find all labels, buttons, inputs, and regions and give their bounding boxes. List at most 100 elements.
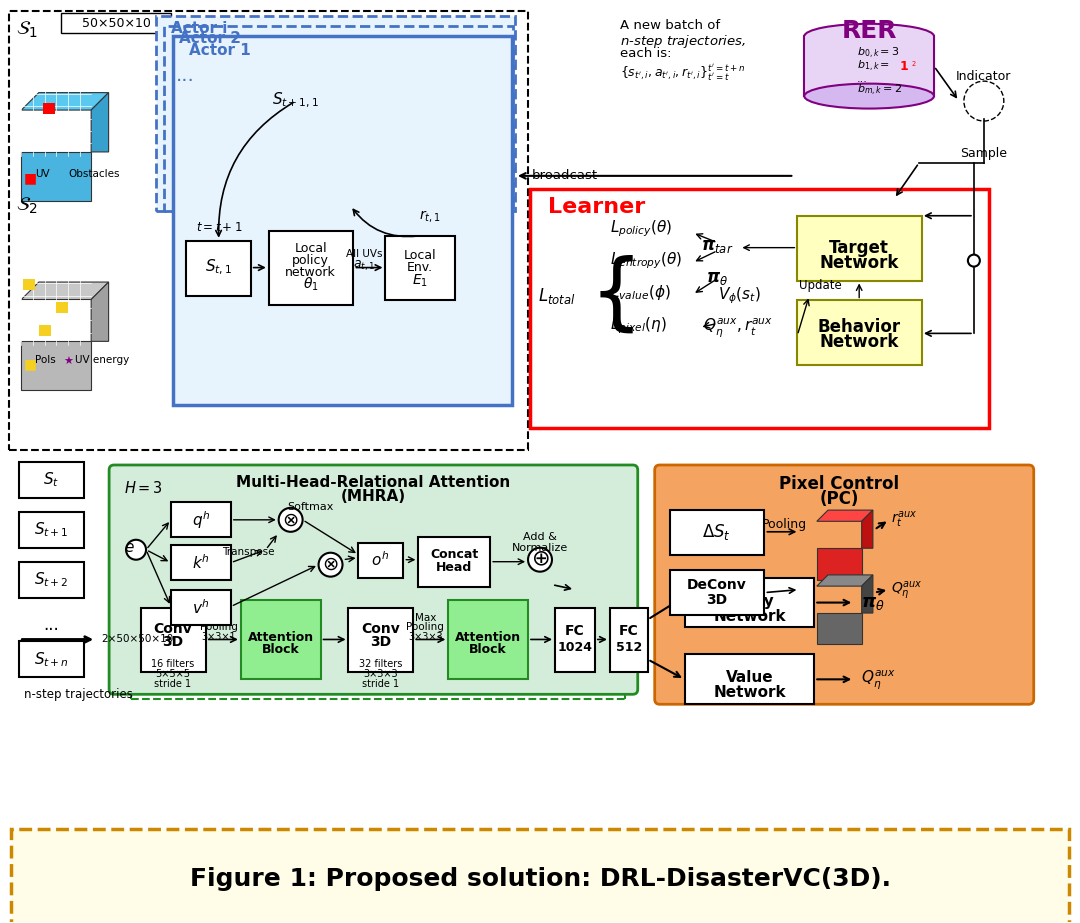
Ellipse shape <box>805 24 934 49</box>
Text: stride 1: stride 1 <box>154 679 191 689</box>
Text: 16 filters: 16 filters <box>151 659 194 669</box>
Text: $\otimes$: $\otimes$ <box>322 556 339 574</box>
FancyBboxPatch shape <box>797 216 922 281</box>
Text: Value: Value <box>726 670 773 685</box>
Text: $L_{entropy}(\theta)$: $L_{entropy}(\theta)$ <box>610 250 683 271</box>
Text: $t=t+1$: $t=t+1$ <box>195 221 242 234</box>
Text: 50×50×10: 50×50×10 <box>82 17 150 30</box>
Text: (PC): (PC) <box>820 490 859 508</box>
Bar <box>816 548 862 580</box>
Text: Softmax: Softmax <box>287 502 334 512</box>
Bar <box>12 829 1068 923</box>
Text: Head: Head <box>436 561 472 574</box>
FancyBboxPatch shape <box>685 578 814 628</box>
Text: $Q_\eta^{aux}$: $Q_\eta^{aux}$ <box>861 668 896 690</box>
Text: Pooling: Pooling <box>761 519 807 532</box>
Text: $q^h$: $q^h$ <box>191 509 211 531</box>
Text: network: network <box>285 266 336 279</box>
FancyBboxPatch shape <box>418 537 490 587</box>
Text: Behavior: Behavior <box>818 318 901 336</box>
Text: $S_{t+1,1}$: $S_{t+1,1}$ <box>272 91 319 111</box>
Text: ...: ... <box>43 616 59 633</box>
FancyBboxPatch shape <box>173 36 512 405</box>
Text: 32 filters: 32 filters <box>359 659 402 669</box>
Text: Conv: Conv <box>361 622 400 637</box>
Text: $\theta_1$: $\theta_1$ <box>302 276 319 294</box>
Polygon shape <box>862 510 873 548</box>
Bar <box>56 303 68 314</box>
Text: ■: ■ <box>24 171 37 185</box>
Text: Attention: Attention <box>455 631 522 644</box>
Text: $H=3$: $H=3$ <box>124 480 163 496</box>
Text: $\otimes$: $\otimes$ <box>282 510 299 529</box>
Text: $r_{t,1}$: $r_{t,1}$ <box>419 208 441 223</box>
Text: $E_1$: $E_1$ <box>413 272 429 289</box>
Text: Network: Network <box>820 254 899 271</box>
Text: Pixel Control: Pixel Control <box>779 475 900 493</box>
Text: $k^h$: $k^h$ <box>192 554 210 572</box>
FancyBboxPatch shape <box>141 607 206 672</box>
Ellipse shape <box>805 84 934 109</box>
Text: each is:: each is: <box>620 47 672 60</box>
Bar <box>22 342 91 390</box>
Text: Indicator: Indicator <box>956 69 1012 83</box>
FancyBboxPatch shape <box>171 590 231 625</box>
Text: (MHRA): (MHRA) <box>341 489 406 504</box>
Text: Attention: Attention <box>247 631 313 644</box>
Text: Target: Target <box>829 239 889 257</box>
Text: Transpose: Transpose <box>222 546 275 557</box>
FancyBboxPatch shape <box>62 13 171 33</box>
FancyBboxPatch shape <box>359 543 403 578</box>
Text: $S_{t+1}$: $S_{t+1}$ <box>33 521 69 539</box>
Text: Block: Block <box>469 643 507 656</box>
FancyBboxPatch shape <box>269 231 353 306</box>
Text: $\boldsymbol{\pi}_{tar}$: $\boldsymbol{\pi}_{tar}$ <box>701 236 733 255</box>
Text: stride 1: stride 1 <box>362 679 399 689</box>
Text: Actor 2: Actor 2 <box>179 31 241 46</box>
Text: Pols: Pols <box>36 355 56 366</box>
Polygon shape <box>91 92 109 152</box>
Text: 3D: 3D <box>706 593 727 606</box>
FancyBboxPatch shape <box>186 241 251 295</box>
Text: $^2$: $^2$ <box>912 61 917 71</box>
Text: $o^h$: $o^h$ <box>372 550 390 569</box>
Text: $L_{total}$: $L_{total}$ <box>538 285 576 306</box>
FancyBboxPatch shape <box>685 654 814 704</box>
Text: RER: RER <box>841 19 896 43</box>
Text: $\boldsymbol{\pi}_\theta$: $\boldsymbol{\pi}_\theta$ <box>861 593 886 612</box>
Text: $V_\phi(s_t)$: $V_\phi(s_t)$ <box>717 285 760 306</box>
Text: $\mathcal{S}_1$: $\mathcal{S}_1$ <box>16 19 38 40</box>
FancyBboxPatch shape <box>19 512 84 547</box>
FancyBboxPatch shape <box>164 27 513 210</box>
Text: $\mathbf{1}$: $\mathbf{1}$ <box>899 60 909 73</box>
Text: Max: Max <box>208 613 230 622</box>
Text: Conv: Conv <box>153 622 192 637</box>
Text: Local: Local <box>294 242 327 255</box>
Text: Add &: Add & <box>523 532 557 542</box>
Text: Sample: Sample <box>960 148 1008 161</box>
Text: $\boldsymbol{\pi}_\theta$: $\boldsymbol{\pi}_\theta$ <box>706 269 729 286</box>
Text: $S_{t,1}$: $S_{t,1}$ <box>205 258 232 277</box>
Polygon shape <box>816 575 873 586</box>
Text: $\oplus$: $\oplus$ <box>530 550 550 569</box>
FancyBboxPatch shape <box>241 600 321 679</box>
Text: $n$-step trajectories,: $n$-step trajectories, <box>620 33 746 50</box>
Text: $S_{t+2}$: $S_{t+2}$ <box>33 570 69 589</box>
Text: 512: 512 <box>616 641 642 653</box>
Text: 3D: 3D <box>162 635 184 650</box>
FancyBboxPatch shape <box>448 600 528 679</box>
FancyBboxPatch shape <box>19 462 84 497</box>
Text: 3×3×3: 3×3×3 <box>363 669 397 679</box>
Polygon shape <box>22 282 109 299</box>
Text: Pooling: Pooling <box>200 622 238 632</box>
Bar <box>24 279 36 290</box>
FancyBboxPatch shape <box>171 545 231 580</box>
Text: ★: ★ <box>64 357 73 367</box>
Text: ■: ■ <box>24 357 37 371</box>
Text: Max: Max <box>415 613 436 622</box>
Text: 2×50×50×10: 2×50×50×10 <box>102 634 174 644</box>
Bar <box>39 326 51 336</box>
Text: FC: FC <box>619 625 638 639</box>
Circle shape <box>319 553 342 577</box>
Text: $Q_\eta^{aux}$: $Q_\eta^{aux}$ <box>891 579 923 601</box>
